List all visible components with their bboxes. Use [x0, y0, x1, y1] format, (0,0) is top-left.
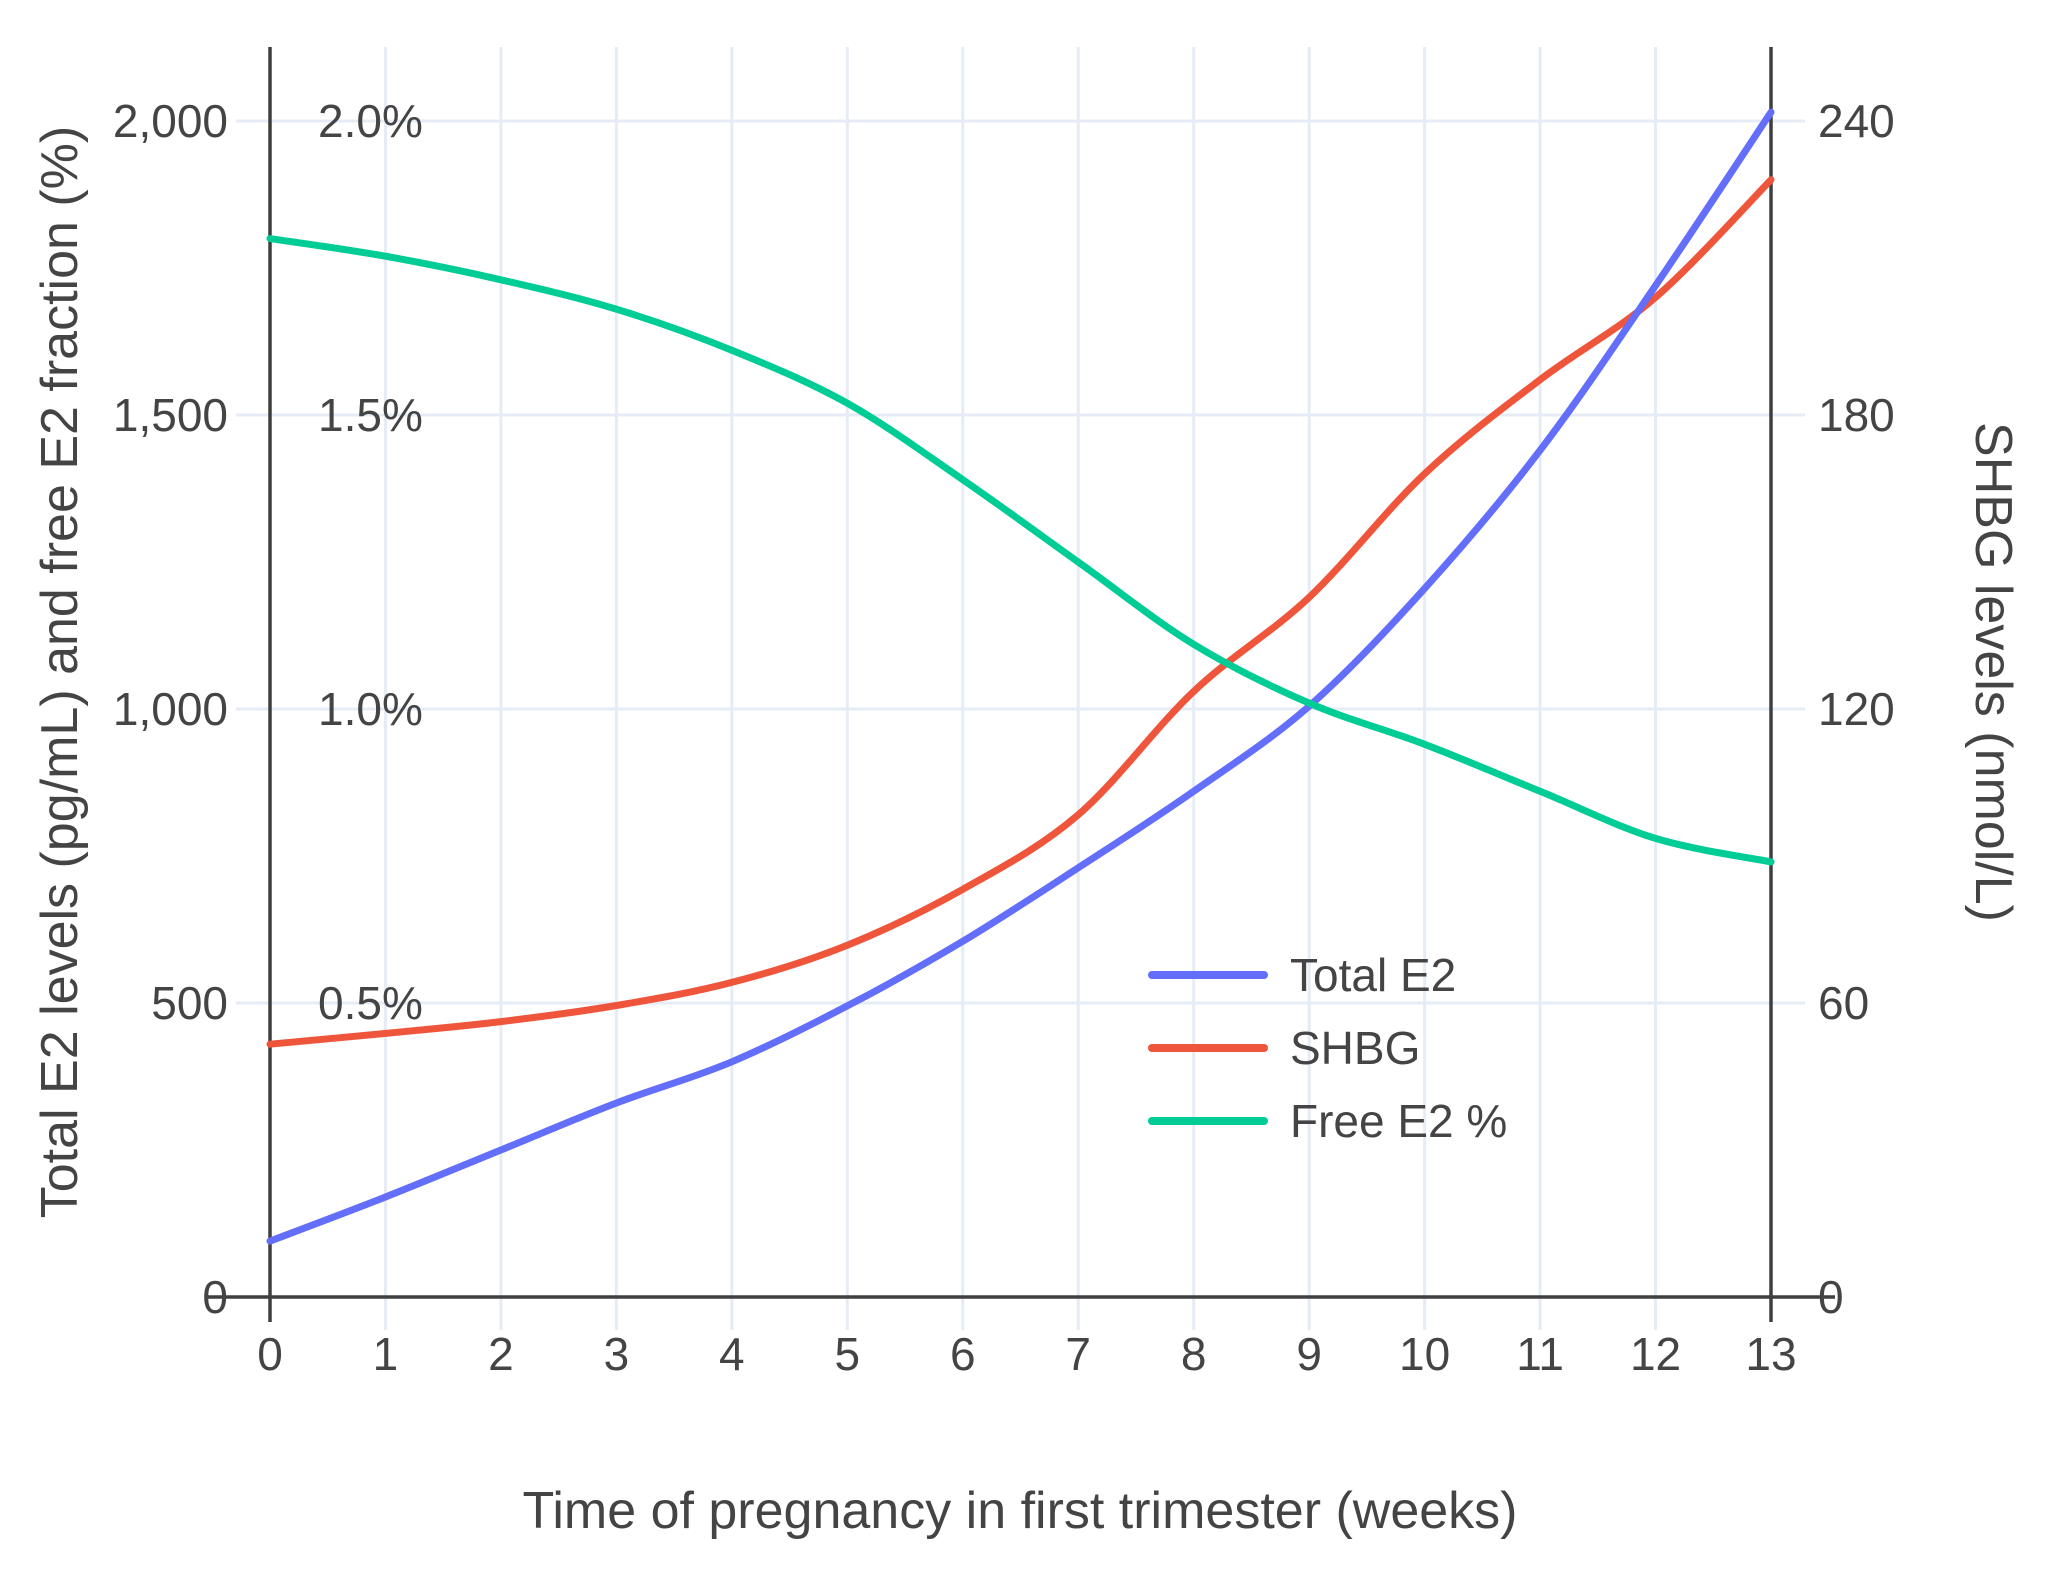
tick-label: 0	[1818, 1271, 1844, 1323]
tick-label: 0	[202, 1271, 228, 1323]
tick-label: 13	[1745, 1328, 1796, 1380]
tick-label: 0	[257, 1328, 283, 1380]
y-axis-right-title: SHBG levels (nmol/L)	[1964, 422, 2022, 922]
legend-item-shbg: SHBG	[1148, 1011, 1507, 1084]
legend-item-total-e2: Total E2	[1148, 938, 1507, 1011]
legend-label-total-e2: Total E2	[1290, 948, 1457, 1001]
curve-total-e2	[266, 108, 1775, 1245]
axis-lines	[208, 47, 1835, 1322]
tick-label: 180	[1818, 389, 1895, 441]
legend-label-free-e2: Free E2 %	[1290, 1094, 1508, 1147]
series-curves	[266, 108, 1775, 1245]
tick-label: 6	[950, 1328, 976, 1380]
tick-label: 8	[1181, 1328, 1207, 1380]
legend-label-shbg: SHBG	[1290, 1021, 1421, 1074]
curve-shbg	[266, 176, 1775, 1048]
legend-item-free-e2: Free E2 %	[1148, 1084, 1507, 1157]
tick-label: 2,000	[113, 95, 228, 147]
tick-label: 12	[1630, 1328, 1681, 1380]
tick-label: 60	[1818, 977, 1869, 1029]
tick-label: 1.5%	[318, 389, 423, 441]
tick-label: 10	[1399, 1328, 1450, 1380]
tick-label: 120	[1818, 683, 1895, 735]
curve-free-e2	[266, 235, 1775, 866]
tick-label: 3	[604, 1328, 630, 1380]
x-axis-title: Time of pregnancy in first trimester (we…	[522, 1482, 1518, 1540]
tick-label: 2	[488, 1328, 514, 1380]
tick-label: 500	[151, 977, 228, 1029]
legend-swatch-shbg	[1148, 1043, 1268, 1052]
legend-swatch-free-e2	[1148, 1116, 1268, 1125]
free-e2-percent-labels: 0.5% 1.0% 1.5% 2.0%	[318, 95, 423, 1029]
y-axis-left-title: Total E2 levels (pg/mL) and free E2 frac…	[31, 125, 89, 1219]
tick-label: 1,500	[113, 389, 228, 441]
tick-label: 7	[1065, 1328, 1091, 1380]
legend: Total E2 SHBG Free E2 %	[1148, 938, 1507, 1157]
horizontal-gridlines	[236, 119, 1805, 1005]
tick-label: 4	[719, 1328, 745, 1380]
tick-label: 9	[1296, 1328, 1322, 1380]
tick-label: 1	[373, 1328, 399, 1380]
tick-label: 1,000	[113, 683, 228, 735]
x-axis-tick-labels: 0 1 2 3 4 5 6 7 8 9 10 11 12 13	[257, 1328, 1796, 1380]
tick-label: 0.5%	[318, 977, 423, 1029]
legend-swatch-total-e2	[1148, 970, 1268, 979]
vertical-gridlines	[383, 47, 1658, 1330]
y-axis-left-tick-labels: 0 500 1,000 1,500 2,000	[113, 95, 228, 1323]
tick-label: 11	[1516, 1328, 1564, 1380]
tick-label: 5	[835, 1328, 861, 1380]
tick-label: 240	[1818, 95, 1895, 147]
tick-label: 2.0%	[318, 95, 423, 147]
y-axis-right-tick-labels: 0 60 120 180 240	[1818, 95, 1895, 1323]
tick-label: 1.0%	[318, 683, 423, 735]
